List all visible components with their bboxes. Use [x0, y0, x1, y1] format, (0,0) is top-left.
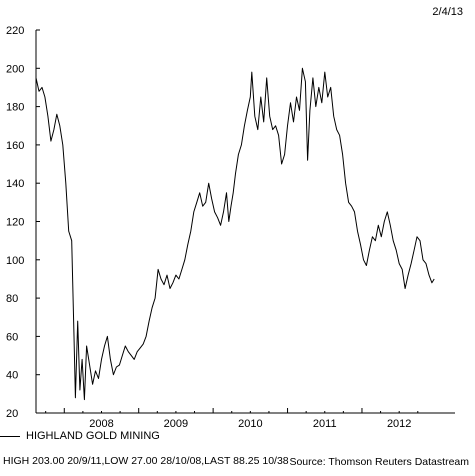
y-tick-label: 100	[6, 255, 24, 267]
x-tick-label: 2009	[164, 418, 188, 430]
legend: HIGHLAND GOLD MINING	[0, 430, 160, 442]
chart-axes: 20 40 60 80 100 120 140 160 180 200 220 2008 2009 201…	[6, 25, 455, 430]
y-tick-label: 120	[6, 217, 24, 229]
x-tick-label: 2011	[313, 418, 337, 430]
series-layer	[35, 67, 435, 401]
y-tick-label: 220	[6, 25, 24, 37]
series-line	[35, 67, 435, 401]
line-chart: 20 40 60 80 100 120 140 160 180 200 220 2008 2009 201…	[6, 25, 455, 430]
x-tick-label: 2012	[387, 418, 411, 430]
legend-series-name: HIGHLAND GOLD MINING	[26, 430, 160, 442]
series-stats: HIGH 203.00 20/9/11,LOW 27.00 28/10/08,L…	[3, 455, 289, 467]
y-tick-label: 180	[6, 102, 24, 114]
y-tick-label: 140	[6, 178, 24, 190]
y-tick-label: 40	[6, 370, 18, 382]
x-tick-label: 2008	[89, 418, 113, 430]
chart-date: 2/4/13	[432, 6, 463, 18]
data-source: Source: Thomson Reuters Datastream	[289, 456, 469, 468]
x-tick-label: 2010	[238, 418, 262, 430]
y-tick-label: 200	[6, 63, 24, 75]
y-tick-label: 20	[6, 408, 18, 420]
y-tick-label: 80	[6, 293, 18, 305]
y-tick-label: 160	[6, 140, 24, 152]
y-tick-label: 60	[6, 331, 18, 343]
legend-swatch	[0, 435, 20, 437]
